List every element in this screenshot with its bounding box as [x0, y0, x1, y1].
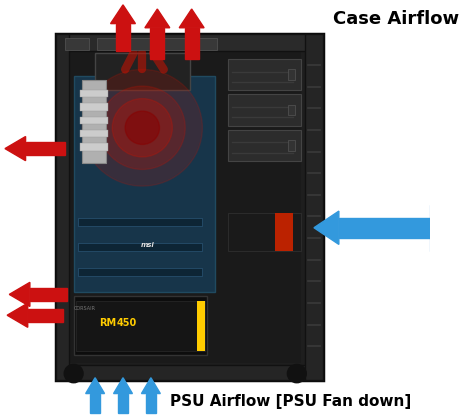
- Bar: [78, 243, 202, 251]
- Bar: [56, 34, 69, 380]
- Bar: [65, 38, 89, 50]
- Text: msi: msi: [140, 242, 154, 247]
- Bar: [118, 394, 128, 413]
- Bar: [97, 38, 121, 50]
- Bar: [438, 205, 440, 251]
- Bar: [80, 117, 108, 124]
- Bar: [129, 38, 153, 50]
- Bar: [146, 394, 156, 413]
- Bar: [30, 288, 67, 301]
- Bar: [95, 53, 190, 90]
- Bar: [56, 365, 322, 380]
- Polygon shape: [9, 282, 30, 306]
- Bar: [80, 130, 108, 138]
- Polygon shape: [179, 9, 204, 28]
- Bar: [432, 205, 434, 251]
- Text: PSU Airflow [PSU Fan down]: PSU Airflow [PSU Fan down]: [170, 394, 411, 409]
- Bar: [305, 34, 322, 380]
- Bar: [433, 205, 435, 251]
- Bar: [162, 38, 185, 50]
- Bar: [288, 140, 295, 150]
- Bar: [56, 34, 322, 380]
- Bar: [431, 205, 433, 251]
- Bar: [288, 69, 295, 80]
- Bar: [436, 205, 438, 251]
- Bar: [432, 205, 435, 251]
- Polygon shape: [314, 211, 339, 245]
- Bar: [78, 268, 202, 275]
- Polygon shape: [141, 378, 160, 394]
- Bar: [228, 130, 301, 161]
- Bar: [434, 205, 437, 251]
- Circle shape: [287, 364, 306, 383]
- Circle shape: [125, 111, 159, 145]
- Bar: [431, 205, 433, 251]
- Bar: [435, 205, 437, 251]
- Bar: [339, 218, 430, 238]
- Bar: [80, 103, 108, 111]
- Bar: [433, 205, 435, 251]
- Bar: [73, 296, 207, 355]
- Text: RM: RM: [100, 318, 117, 328]
- Bar: [90, 394, 100, 413]
- Bar: [228, 94, 301, 126]
- Bar: [26, 142, 65, 155]
- Circle shape: [82, 69, 202, 186]
- Bar: [288, 105, 295, 115]
- Bar: [228, 213, 301, 251]
- Bar: [432, 205, 434, 251]
- Bar: [438, 205, 440, 251]
- Polygon shape: [114, 378, 132, 394]
- Bar: [430, 205, 433, 251]
- Bar: [150, 28, 164, 59]
- Polygon shape: [86, 378, 105, 394]
- Polygon shape: [7, 303, 28, 327]
- Bar: [431, 205, 433, 251]
- Bar: [197, 301, 205, 351]
- Bar: [436, 205, 438, 251]
- Bar: [438, 205, 440, 251]
- Bar: [73, 76, 215, 292]
- Text: CORSAIR: CORSAIR: [73, 306, 95, 311]
- Bar: [437, 205, 438, 251]
- Bar: [437, 205, 439, 251]
- Bar: [435, 205, 437, 251]
- Text: 450: 450: [117, 318, 137, 328]
- Bar: [435, 205, 438, 251]
- Bar: [80, 143, 108, 150]
- Bar: [437, 205, 439, 251]
- Polygon shape: [5, 137, 26, 161]
- Bar: [116, 23, 130, 51]
- Bar: [69, 36, 301, 363]
- Bar: [185, 28, 199, 59]
- Circle shape: [64, 364, 83, 383]
- Bar: [275, 213, 292, 251]
- Bar: [436, 205, 438, 251]
- Bar: [78, 218, 202, 226]
- Bar: [434, 205, 436, 251]
- Polygon shape: [110, 5, 136, 23]
- Bar: [432, 205, 434, 251]
- Circle shape: [112, 99, 173, 157]
- Bar: [76, 301, 205, 351]
- Bar: [437, 205, 439, 251]
- Bar: [28, 308, 63, 322]
- Polygon shape: [145, 9, 170, 28]
- Bar: [80, 90, 108, 97]
- Bar: [430, 205, 432, 251]
- Bar: [433, 205, 436, 251]
- Bar: [56, 34, 322, 51]
- Bar: [194, 38, 218, 50]
- Text: Case Airflow: Case Airflow: [333, 10, 459, 28]
- Bar: [438, 205, 440, 251]
- Bar: [434, 205, 436, 251]
- Bar: [82, 80, 106, 163]
- Bar: [228, 59, 301, 90]
- Bar: [430, 205, 432, 251]
- Circle shape: [100, 86, 185, 169]
